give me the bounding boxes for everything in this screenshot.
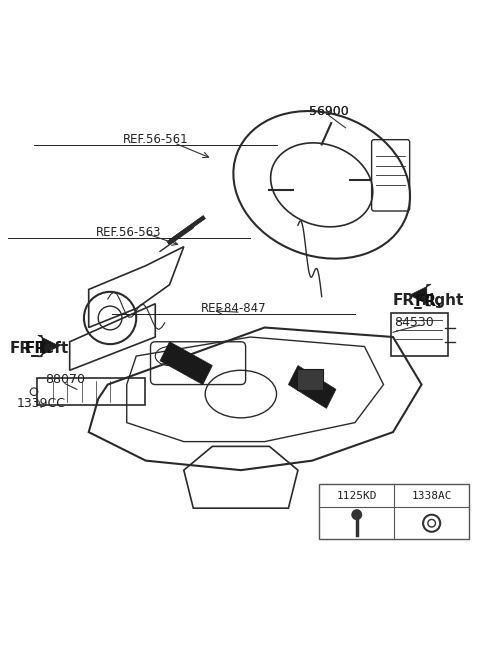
Text: REF.84-847: REF.84-847 [201,302,266,315]
Text: 56900: 56900 [309,105,348,118]
Text: 1339CC: 1339CC [17,397,66,410]
Text: FR.: FR. [415,294,443,309]
FancyBboxPatch shape [297,369,323,390]
Polygon shape [409,284,431,306]
Text: 1125KD: 1125KD [336,491,377,501]
Circle shape [352,510,361,519]
Polygon shape [288,365,336,408]
Text: FR_left: FR_left [9,341,69,357]
Text: REF.56-563: REF.56-563 [96,226,162,239]
Text: FR_right: FR_right [393,293,464,309]
Text: 84530: 84530 [395,316,434,329]
Polygon shape [160,342,212,384]
Text: 56900: 56900 [309,105,348,118]
Text: 1338AC: 1338AC [411,491,452,501]
Text: FR.: FR. [25,341,53,356]
Text: REF.56-561: REF.56-561 [122,133,188,146]
Polygon shape [38,335,59,357]
Text: 88070: 88070 [45,373,85,386]
